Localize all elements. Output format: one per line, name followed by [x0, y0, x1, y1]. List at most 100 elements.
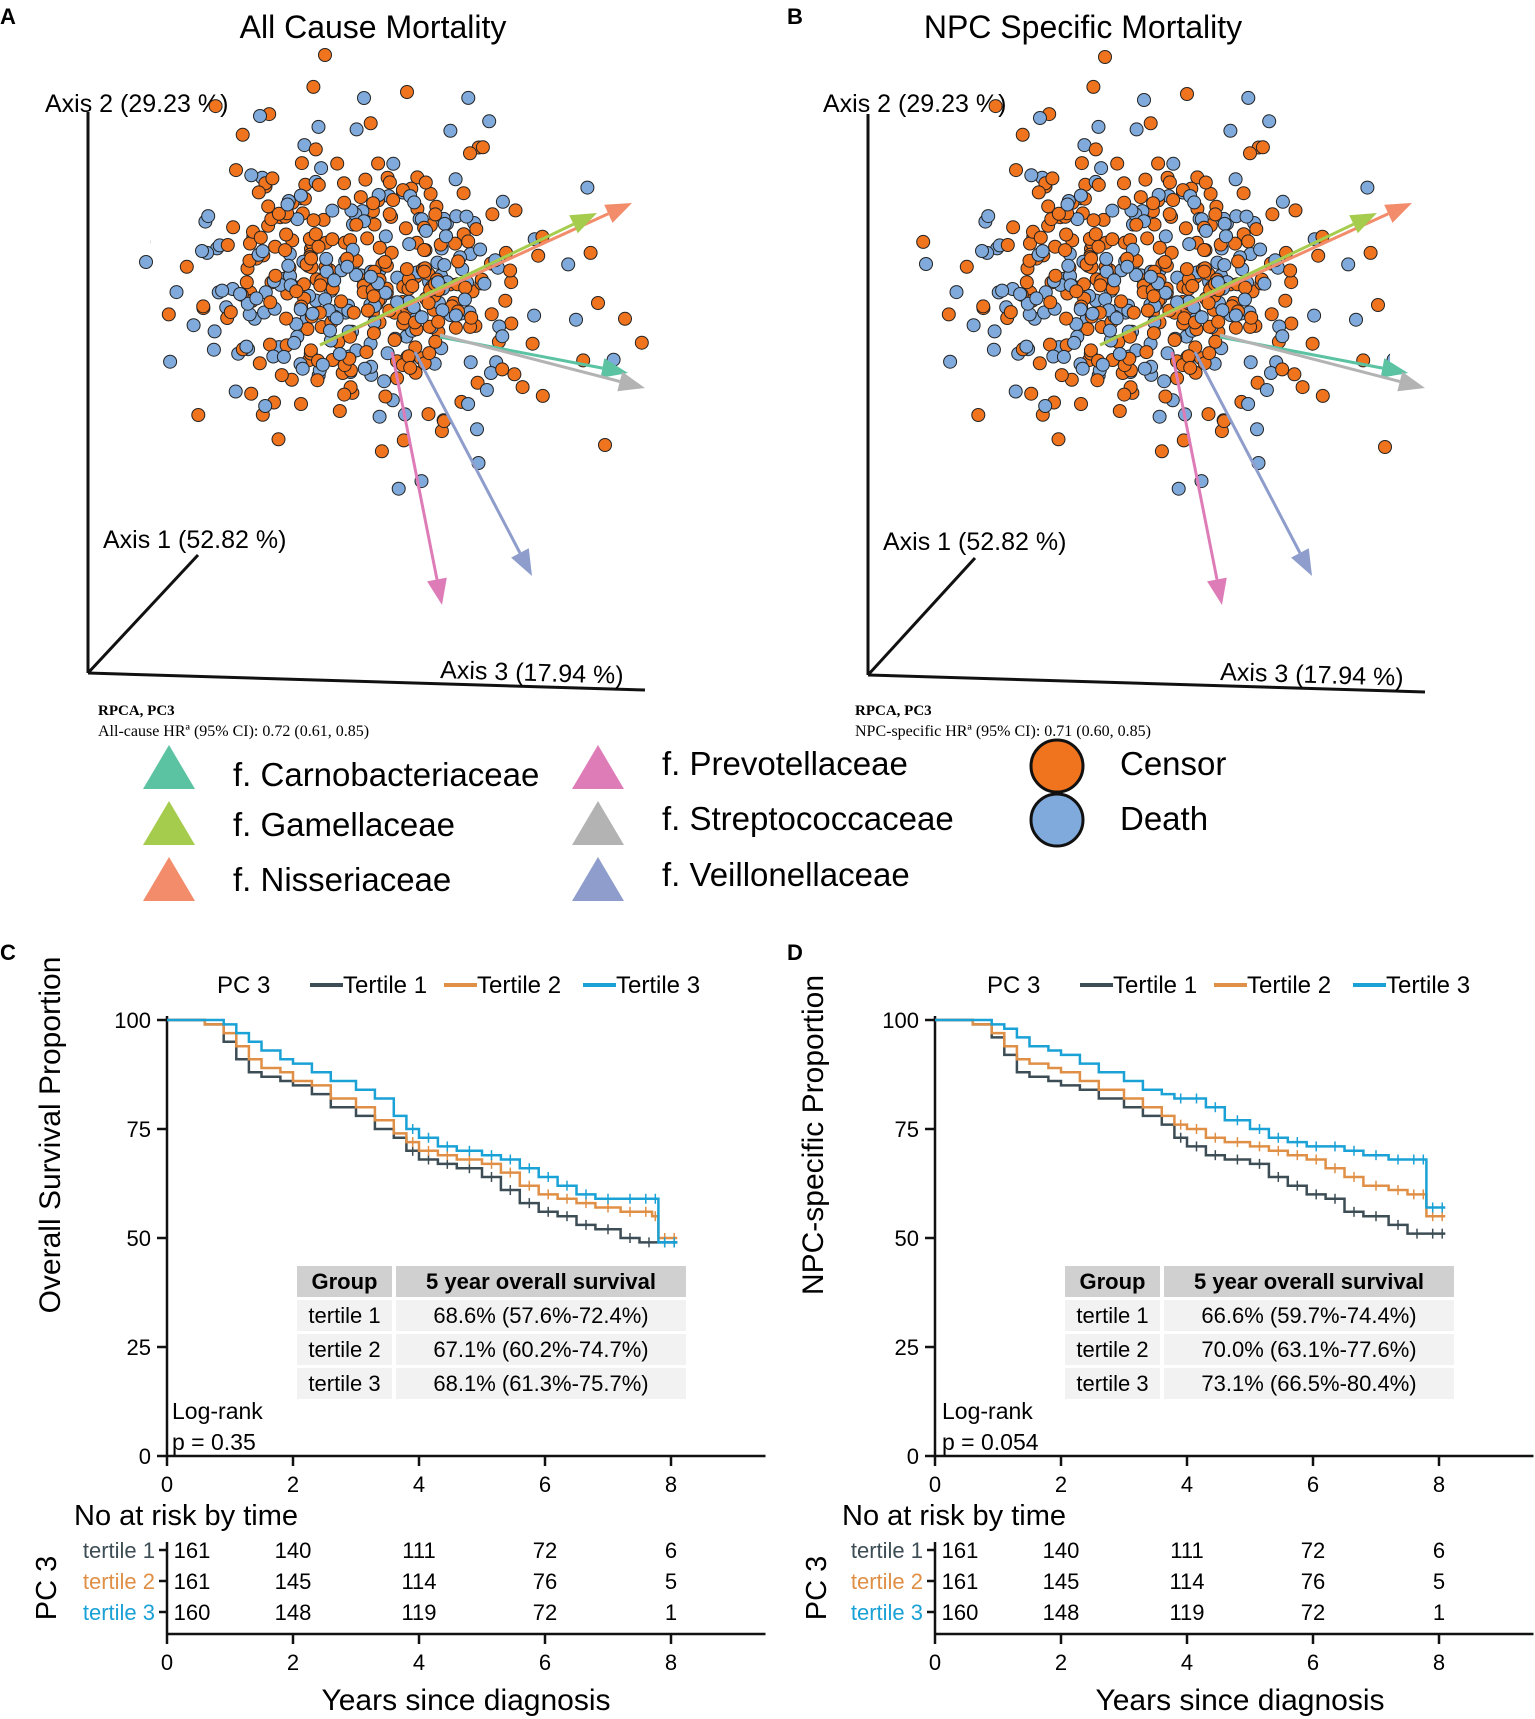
censor-point: [252, 356, 267, 371]
legend-label: f. Prevotellaceae: [662, 745, 908, 782]
risk-y-label: PC 3: [801, 1556, 833, 1620]
carnobacteriaceae-arrow-head: [1380, 358, 1408, 378]
censor-point: [1058, 243, 1073, 258]
censor-point: [1152, 240, 1167, 255]
axis2-label: Axis 2 (29.23 %): [45, 90, 228, 118]
censor-point: [504, 275, 519, 290]
table-group: tertile 1: [308, 1303, 380, 1328]
censor-point: [1140, 231, 1155, 246]
death-point: [349, 122, 364, 137]
death-point: [1038, 399, 1053, 413]
death-point: [1152, 409, 1167, 424]
death-point: [293, 302, 308, 317]
table-value: 66.6% (59.7%-74.4%): [1201, 1303, 1416, 1328]
km-curve-tertile-2: [167, 1018, 678, 1240]
censor-point: [1143, 116, 1158, 131]
risk-count: 161: [174, 1538, 211, 1563]
censor-point: [470, 375, 485, 390]
table-group: tertile 3: [1076, 1371, 1148, 1396]
death-point: [332, 347, 347, 361]
death-point: [439, 229, 453, 244]
censor-point: [1238, 280, 1253, 295]
death-point: [249, 291, 264, 306]
legend-label: f. Gamellaceae: [233, 806, 455, 843]
hr-note: NPC-specific HRª (95% CI): 0.71 (0.60, 0…: [855, 723, 1151, 740]
censor-point: [294, 397, 308, 411]
table-cell: [1065, 1368, 1160, 1399]
table-header-cell: [1164, 1266, 1454, 1297]
death-point: [561, 257, 576, 272]
censor-point: [1151, 156, 1166, 171]
table-value: 70.0% (63.1%-77.6%): [1201, 1337, 1416, 1362]
censor-point: [531, 248, 546, 263]
km-curve-tertile-3: [167, 1018, 678, 1244]
death-point: [470, 422, 484, 437]
veillonellaceae-arrow-shaft: [413, 351, 522, 554]
death-point: [414, 310, 429, 325]
panel-letter: D: [787, 940, 803, 965]
censor-point: [150, 240, 151, 244]
y-tick-label: 0: [139, 1444, 151, 1469]
legend-label: f. Carnobacteriaceae: [233, 756, 539, 793]
nisseriaceae-arrow-head: [604, 203, 632, 223]
censor-point: [337, 387, 352, 402]
death-point: [1129, 122, 1144, 137]
censor-point: [1236, 186, 1251, 201]
censor-point: [1146, 289, 1161, 304]
censor-point: [598, 438, 612, 452]
legend-entry: Tertile 2: [1247, 972, 1331, 999]
legend-label: Censor: [1120, 745, 1226, 782]
outlier-points: [139, 48, 612, 452]
censor-point: [179, 259, 194, 274]
censor-point: [278, 243, 293, 258]
table-header-cell: [396, 1266, 686, 1297]
censor-point: [1003, 305, 1018, 320]
censor-point: [208, 99, 223, 114]
risk-x-tick-label: 4: [413, 1650, 425, 1675]
death-point: [228, 384, 243, 399]
censor-point: [1158, 389, 1173, 404]
x-tick-label: 8: [1433, 1472, 1445, 1497]
death-point: [1262, 114, 1277, 129]
risk-x-tick-label: 4: [1181, 1650, 1193, 1675]
censor-point: [239, 275, 254, 290]
risk-x-tick-label: 2: [287, 1650, 299, 1675]
censor-point: [1015, 127, 1030, 142]
censor-point: [1045, 171, 1060, 186]
risk-count: 161: [942, 1538, 979, 1563]
censor-point: [1091, 177, 1106, 192]
censor-point: [1133, 190, 1148, 205]
censor-point: [403, 360, 418, 375]
y-tick-label: 25: [895, 1335, 919, 1360]
censor-point: [405, 279, 420, 293]
censor-point: [451, 254, 466, 269]
death-point: [380, 346, 395, 361]
death-point: [1166, 156, 1181, 171]
censor-point: [378, 255, 392, 269]
censor-point: [1146, 196, 1161, 211]
death-point: [407, 195, 422, 210]
panel-title: All Cause Mortality: [240, 9, 507, 45]
censor-point: [418, 175, 433, 190]
censor-point: [161, 307, 176, 322]
death-point: [479, 383, 494, 397]
prevotellaceae-legend-icon: [572, 745, 624, 789]
censor-point: [220, 238, 235, 252]
censor-point: [1264, 307, 1279, 322]
censor-point: [591, 296, 605, 310]
censor-point: [428, 334, 443, 349]
censor-point: [1140, 303, 1155, 318]
censor-point: [360, 231, 375, 246]
km-curve-tertile-3: [935, 1018, 1446, 1209]
axis3-label: Axis 3 (17.94 %): [440, 656, 624, 690]
censor-point: [308, 227, 323, 242]
table-group: tertile 2: [308, 1337, 380, 1362]
death-point: [315, 357, 330, 372]
censor-point: [337, 195, 352, 210]
risk-group-label: tertile 3: [83, 1600, 155, 1625]
censor-point: [495, 362, 510, 377]
censor-point: [371, 156, 386, 171]
pcoa-axes: [866, 114, 1426, 694]
censor-point: [363, 116, 378, 131]
